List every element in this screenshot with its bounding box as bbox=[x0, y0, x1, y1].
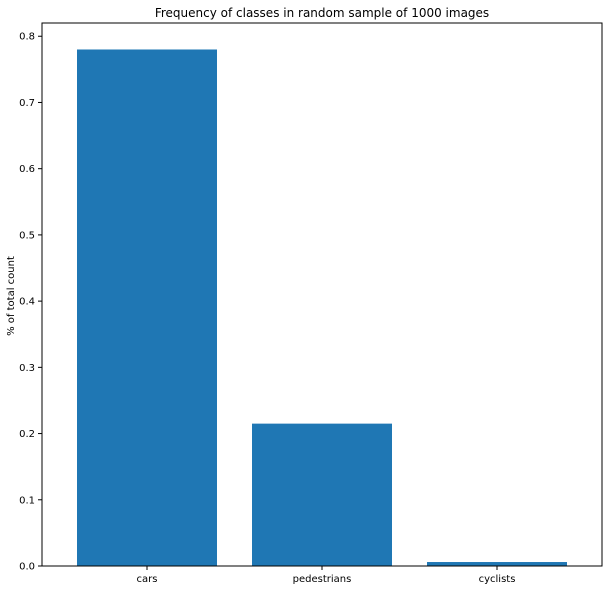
plot-frame bbox=[41, 22, 603, 567]
y-tick-label: 0.0 bbox=[19, 562, 35, 573]
x-tick-label: cyclists bbox=[479, 574, 516, 585]
y-tick-label: 0.2 bbox=[19, 429, 35, 440]
y-tick-label: 0.8 bbox=[19, 32, 35, 43]
y-tick-label: 0.4 bbox=[19, 297, 35, 308]
bar-pedestrians bbox=[252, 423, 392, 566]
y-tick-label: 0.3 bbox=[19, 363, 35, 374]
y-tick-label: 0.7 bbox=[19, 98, 35, 109]
y-tick-label: 0.1 bbox=[19, 495, 35, 506]
bar-cars bbox=[77, 49, 217, 567]
bars bbox=[77, 49, 567, 567]
y-tick-label: 0.5 bbox=[19, 230, 35, 241]
chart-title: Frequency of classes in random sample of… bbox=[155, 6, 489, 20]
x-tick-label: cars bbox=[137, 574, 158, 585]
bar-cyclists bbox=[427, 562, 567, 566]
x-axis-ticks: cars pedestrians cyclists bbox=[137, 566, 516, 585]
y-axis-label: % of total count bbox=[6, 256, 17, 336]
y-axis-ticks: 0.0 0.1 0.2 0.3 0.4 0.5 0.6 0.7 0.8 bbox=[19, 32, 42, 573]
y-tick-label: 0.6 bbox=[19, 164, 35, 175]
x-tick-label: pedestrians bbox=[293, 574, 352, 585]
